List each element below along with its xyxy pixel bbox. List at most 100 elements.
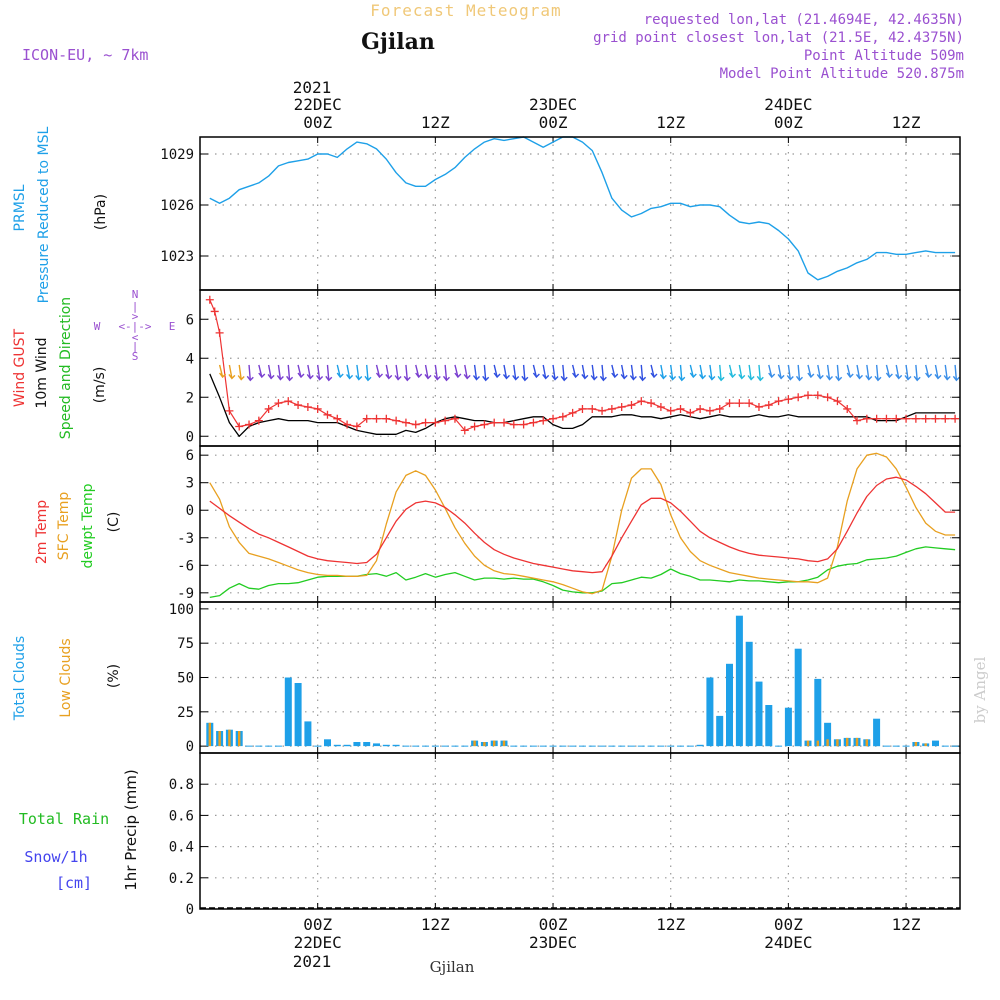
wind-direction-arrow (325, 364, 333, 382)
time-label-top: 12Z (656, 113, 685, 132)
total-clouds-bar (706, 677, 714, 747)
gust-marker (902, 414, 911, 423)
wind-direction-arrow (717, 364, 725, 382)
gust-marker (519, 420, 528, 429)
gust-marker (872, 414, 881, 423)
gust-marker (558, 412, 567, 421)
wind-direction-arrow (795, 364, 803, 382)
gust-marker (205, 295, 214, 304)
ylabel-wind-gust: Wind GUST (12, 328, 28, 407)
y-tick-label: 25 (177, 705, 194, 721)
gust-marker (254, 416, 263, 425)
wind-direction-arrow (424, 364, 432, 380)
gust-marker (431, 418, 440, 427)
requested-point: requested lon,lat (21.4694E, 42.4635N) (644, 12, 964, 28)
wind-direction-arrow (316, 364, 324, 381)
y-tick-label: 4 (186, 351, 194, 367)
model-label: ICON-EU, ~ 7km (22, 46, 148, 64)
y-tick-label: -3 (177, 531, 194, 547)
gust-marker (715, 404, 724, 413)
date-label-bottom: 22DEC (294, 933, 342, 952)
y-tick-label: 0 (186, 739, 194, 755)
svg-text:<: < (132, 331, 139, 344)
location-title: Gjilan (361, 29, 435, 55)
gust-marker (362, 414, 371, 423)
low-clouds-bar (924, 743, 927, 747)
gust-marker (549, 414, 558, 423)
date-label-top: 23DEC (529, 95, 577, 114)
total-clouds-bar (755, 681, 763, 747)
gust-marker (421, 418, 430, 427)
total-clouds-bar (382, 744, 390, 747)
footer-location: Gjilan (430, 958, 475, 976)
wind-direction-arrow (678, 364, 686, 382)
total-clouds-bar (363, 742, 371, 747)
wind-direction-arrow (786, 364, 794, 381)
ylabel-total-clouds: Total Clouds (12, 636, 28, 721)
wind-direction-arrow (560, 364, 568, 382)
total-clouds-bar (696, 744, 704, 747)
gust-marker (804, 391, 812, 400)
svg-text:|: | (132, 300, 139, 313)
gust-marker (843, 404, 852, 413)
wind-direction-arrow (835, 364, 843, 382)
total-clouds-bar (726, 663, 733, 747)
wind-direction-arrow (493, 364, 501, 379)
low-clouds-bar (816, 740, 819, 747)
y-tick-label: 100 (169, 602, 194, 618)
wind-direction-arrow (433, 364, 441, 381)
low-clouds-bar (846, 737, 849, 747)
bottom-year: 2021 (293, 952, 332, 971)
wind-direction-arrow (629, 364, 637, 381)
date-label-bottom: 24DEC (764, 933, 812, 952)
wind-direction-arrow (521, 364, 529, 382)
total-clouds-bar (353, 742, 361, 747)
y-tick-label: 0 (186, 503, 194, 519)
gust-marker (627, 401, 636, 410)
y-tick-label: 75 (177, 636, 194, 652)
wind-direction-arrow (276, 364, 284, 381)
gust-marker (490, 418, 499, 427)
svg-text:<-|->: <-|-> (118, 320, 151, 333)
gust-marker (764, 401, 773, 410)
wind-direction-arrow (590, 364, 598, 381)
wind-direction-arrow (297, 364, 305, 379)
y-tick-label: 2 (186, 390, 194, 406)
y-tick-label: 0 (186, 429, 194, 445)
y-tick-label: -6 (177, 558, 194, 574)
ylabel-precip: 1hr Precip (mm) (122, 769, 140, 890)
time-label-bottom: 12Z (892, 915, 921, 934)
ylabel-low-clouds: Low Clouds (58, 638, 74, 717)
low-clouds-bar (238, 731, 241, 747)
low-clouds-bar (473, 740, 476, 747)
gust-marker (745, 399, 754, 408)
gust-marker (784, 395, 793, 404)
wind-direction-arrow (551, 364, 559, 381)
time-label-top: 00Z (539, 113, 568, 132)
gust-marker (686, 408, 695, 417)
gust-marker (401, 418, 410, 427)
gust-marker (245, 420, 254, 429)
low-clouds-bar (855, 737, 859, 747)
gust-marker (705, 406, 714, 415)
wind-direction-arrow (237, 364, 245, 381)
gust-marker (352, 422, 361, 431)
wind-direction-arrow (542, 364, 550, 380)
gust-marker (539, 416, 548, 425)
wind-direction-arrow (669, 364, 677, 381)
svg-text:>: > (132, 310, 139, 323)
wind-direction-arrow (375, 364, 383, 379)
wind-direction-arrow (364, 364, 372, 382)
gust-marker (568, 408, 577, 417)
wind-direction-arrow (913, 364, 921, 382)
wind-direction-arrow (934, 364, 942, 380)
gust-marker (411, 420, 420, 429)
gust-marker (656, 403, 665, 411)
gust-marker (284, 397, 293, 406)
gust-marker (823, 393, 832, 402)
ylabel-ms: (m/s) (92, 367, 108, 404)
gust-marker (598, 406, 607, 415)
wind-direction-arrow (807, 364, 815, 379)
total-clouds-bar (333, 744, 341, 747)
gust-marker (892, 414, 901, 423)
